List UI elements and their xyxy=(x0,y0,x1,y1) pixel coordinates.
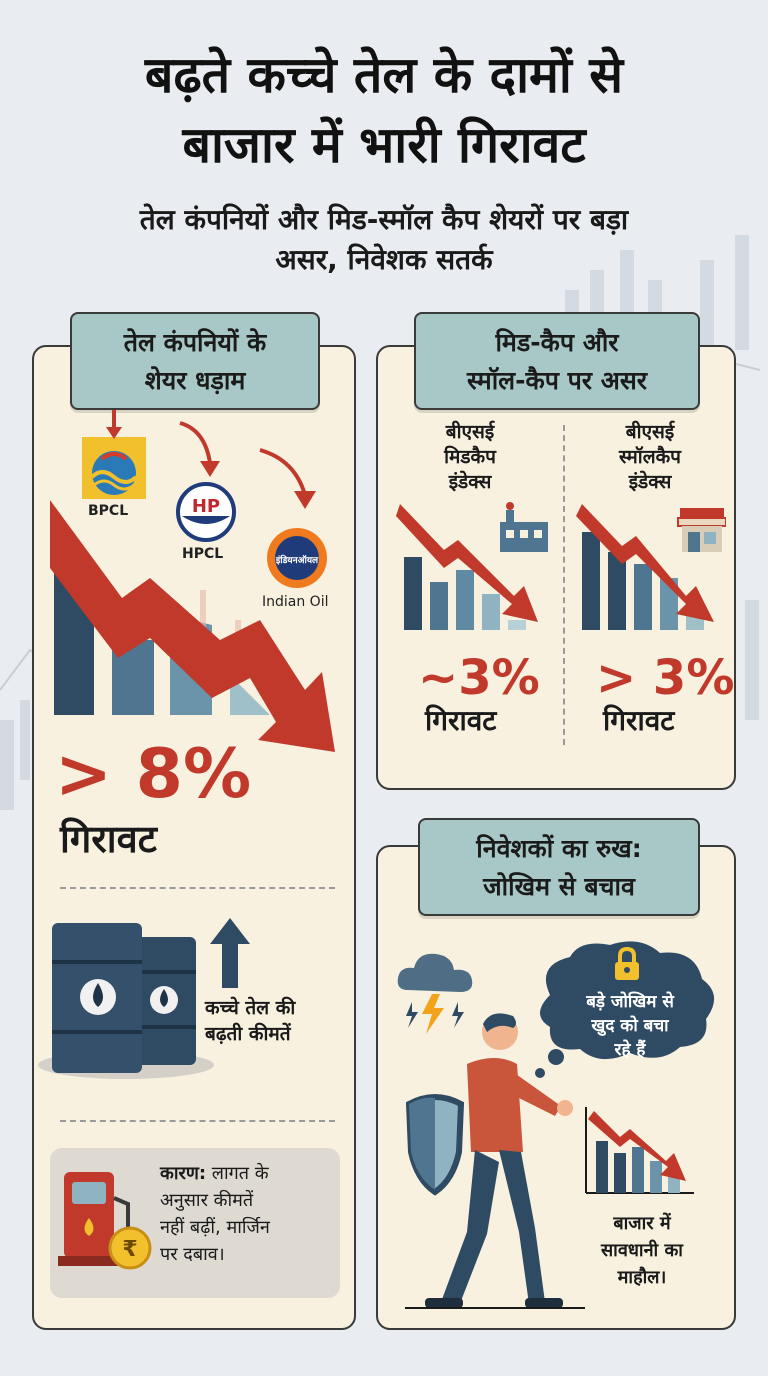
midcap-drop-word: गिरावट xyxy=(425,704,497,737)
thought-line-3: रहे हैं xyxy=(614,1040,646,1060)
midcap-trend-arrow xyxy=(396,504,538,622)
divider xyxy=(563,425,565,745)
divider xyxy=(60,1120,335,1122)
oil-drop-word: गिरावट xyxy=(60,817,157,861)
midcap-decline-chart xyxy=(396,502,548,630)
investor-panel-heading: निवेशकों का रुख: जोखिम से बचाव xyxy=(418,818,700,916)
storm-cloud-icon xyxy=(397,953,473,1034)
indian-oil-label: Indian Oil xyxy=(262,594,329,610)
subtitle-line-1: तेल कंपनियों और मिड-स्मॉल कैप शेयरों पर … xyxy=(139,203,629,236)
oil-trend-arrow xyxy=(50,500,335,752)
hp-mark: HP xyxy=(192,496,220,517)
indian-oil-logo-icon: इंडियनऑयल xyxy=(267,528,327,588)
reason-label: कारण: xyxy=(160,1163,207,1184)
midcap-bar-4 xyxy=(482,594,500,630)
crude-price-text: कच्चे तेल की बढ़ती कीमतें xyxy=(205,995,295,1047)
market-bar-1 xyxy=(596,1141,608,1193)
midcap-bar-2 xyxy=(430,582,448,630)
reason-line-2: अनुसार कीमतें xyxy=(160,1190,254,1211)
smallcap-drop-value: > 3% xyxy=(596,650,735,706)
investor-figure xyxy=(405,1013,585,1309)
bpcl-logo-icon xyxy=(82,437,146,499)
midcap-index-label: बीएसई मिडकैप इंडेक्स xyxy=(405,420,535,495)
market-line-3: माहौल। xyxy=(617,1267,667,1288)
market-trend-arrow xyxy=(588,1111,686,1181)
divider xyxy=(60,887,335,889)
shield-icon xyxy=(405,1094,465,1196)
crude-line-1: कच्चे तेल की xyxy=(205,997,296,1019)
smallcap-line-2: स्मॉलकैप xyxy=(619,446,681,468)
oil-bar-4 xyxy=(230,675,270,715)
hpcl-label: HPCL xyxy=(182,546,224,562)
lock-icon xyxy=(615,946,639,980)
midcap-bar-5 xyxy=(508,620,526,630)
investor-sentiment-panel xyxy=(376,845,736,1330)
cap-panel-heading: मिड-कैप और स्मॉल-कैप पर असर xyxy=(414,312,700,410)
smallcap-bar-1 xyxy=(582,532,600,630)
midcap-line-1: बीएसई xyxy=(445,421,495,443)
cap-heading-line-1: मिड-कैप और xyxy=(495,328,619,357)
thought-bubble xyxy=(535,941,715,1078)
midcap-bar-3 xyxy=(456,570,474,630)
smallcap-trend-arrow xyxy=(576,504,714,622)
oil-heading-line-1: तेल कंपनियों के xyxy=(123,328,267,357)
market-bar-2 xyxy=(614,1153,626,1193)
reason-text: कारण: लागत के अनुसार कीमतें नहीं बढ़ीं, … xyxy=(160,1160,340,1268)
market-bar-3 xyxy=(632,1147,644,1193)
oil-panel-heading: तेल कंपनियों के शेयर धड़ाम xyxy=(70,312,320,410)
page-title: बढ़ते कच्चे तेल के दामों से बाजार में भा… xyxy=(0,40,768,180)
market-line-1: बाजार में xyxy=(613,1213,671,1234)
thought-line-2: खुद को बचा xyxy=(591,1016,669,1036)
smallcap-drop-word: गिरावट xyxy=(603,704,675,737)
reason-line-3: नहीं बढ़ीं, मार्जिन xyxy=(160,1217,270,1238)
shop-icon xyxy=(677,508,726,552)
crude-line-2: बढ़ती कीमतें xyxy=(205,1023,291,1045)
thought-line-1: बड़े जोखिम से xyxy=(586,992,674,1012)
oil-heading-line-2: शेयर धड़ाम xyxy=(144,366,246,395)
smallcap-line-3: इंडेक्स xyxy=(628,471,672,493)
midcap-smallcap-panel xyxy=(376,345,736,790)
investor-heading-line-2: जोखिम से बचाव xyxy=(483,872,635,901)
market-line-2: सावधानी का xyxy=(601,1240,683,1261)
reason-line-1: लागत के xyxy=(206,1163,269,1184)
fuel-pump-icon: ₹ xyxy=(58,1172,152,1270)
smallcap-line-1: बीएसई xyxy=(625,421,675,443)
market-bar-4 xyxy=(650,1161,662,1193)
thought-text: बड़े जोखिम से खुद को बचा रहे हैं xyxy=(555,990,705,1062)
oil-drop-value: > 8% xyxy=(55,735,252,814)
oil-decline-chart xyxy=(50,500,335,752)
title-line-2: बाजार में भारी गिरावट xyxy=(182,116,586,174)
reason-line-4: पर दबाव। xyxy=(160,1244,225,1265)
midcap-drop-value: ~3% xyxy=(418,650,540,706)
factory-icon xyxy=(500,502,548,552)
cap-heading-line-2: स्मॉल-कैप पर असर xyxy=(467,366,647,395)
page-subtitle: तेल कंपनियों और मिड-स्मॉल कैप शेयरों पर … xyxy=(40,200,728,280)
subtitle-line-2: असर, निवेशक सतर्क xyxy=(275,243,493,276)
rupee-symbol: ₹ xyxy=(122,1237,137,1262)
ioc-mark: इंडियनऑयल xyxy=(275,554,319,566)
market-decline-chart xyxy=(585,1107,694,1194)
midcap-bar-1 xyxy=(404,557,422,630)
midcap-line-2: मिडकैप xyxy=(444,446,496,468)
bpcl-label: BPCL xyxy=(88,503,129,519)
smallcap-bar-3 xyxy=(634,564,652,630)
smallcap-index-label: बीएसई स्मॉलकैप इंडेक्स xyxy=(585,420,715,495)
oil-barrels-icon xyxy=(38,923,214,1079)
investor-heading-line-1: निवेशकों का रुख: xyxy=(476,834,642,863)
title-line-1: बढ़ते कच्चे तेल के दामों से xyxy=(144,46,624,104)
midcap-line-3: इंडेक्स xyxy=(448,471,492,493)
up-arrow-icon xyxy=(210,918,250,988)
smallcap-bar-2 xyxy=(608,552,626,630)
oil-bar-2 xyxy=(112,640,154,715)
market-caution-text: बाजार में सावधानी का माहौल। xyxy=(572,1210,712,1291)
smallcap-decline-chart xyxy=(576,504,726,630)
hpcl-logo-icon: HP xyxy=(176,482,236,542)
pointer-arrows xyxy=(106,410,316,509)
